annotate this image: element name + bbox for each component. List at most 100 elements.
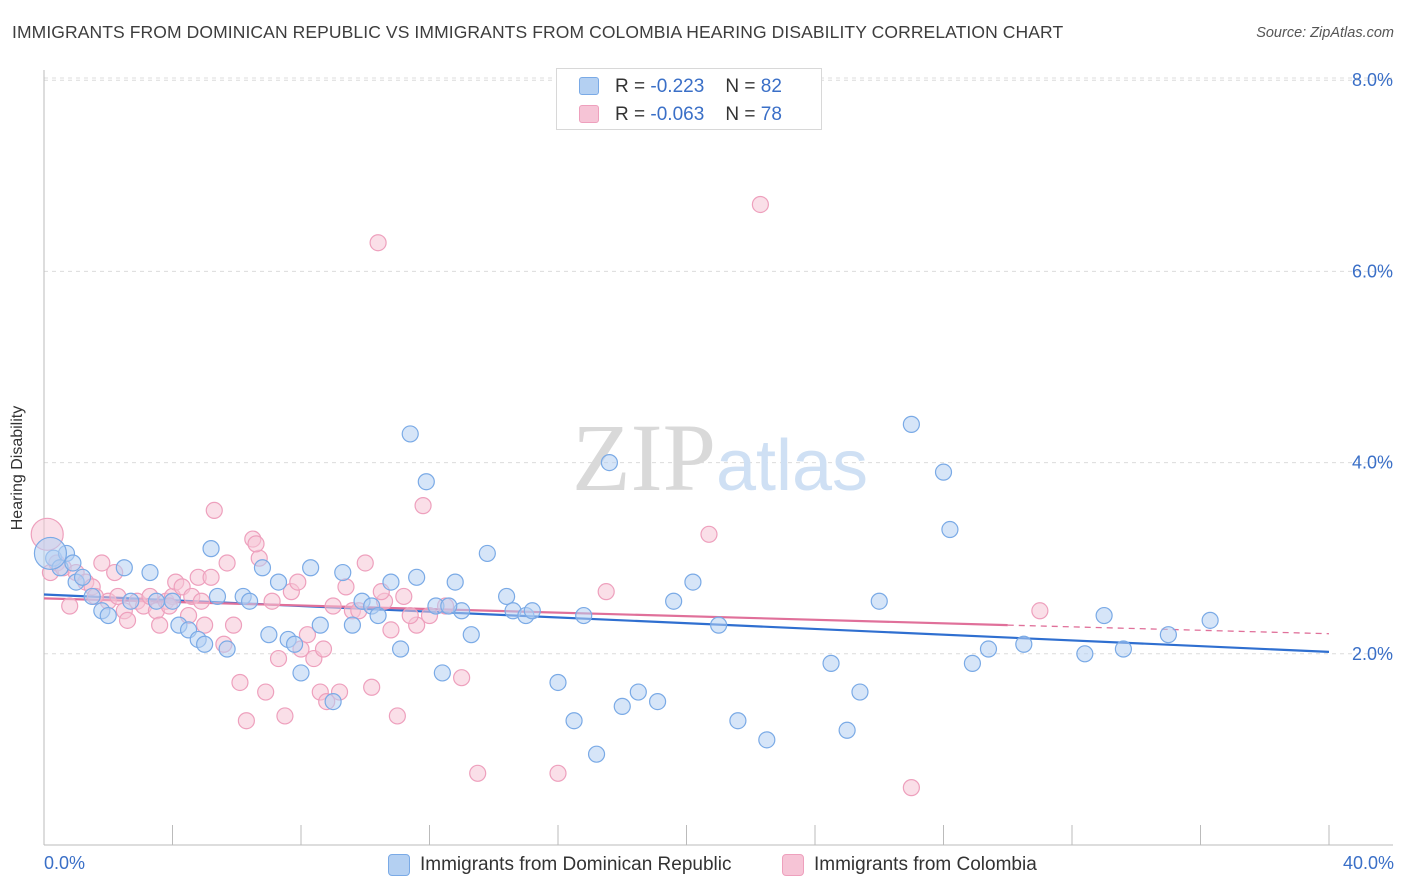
dominican-point (141, 563, 159, 582)
dominican-point (324, 692, 342, 711)
legend-stats-dominican: R = -0.223 N = 82 (615, 76, 782, 97)
colombia-point (363, 678, 381, 696)
dominican-point (710, 616, 728, 634)
legend-box: R = -0.223 N = 82 R = -0.063 N = 78 (556, 68, 822, 130)
dominican-point (64, 554, 82, 572)
dominican-point (851, 683, 869, 701)
watermark: ZIPatlas (572, 404, 868, 511)
dominican-point (684, 573, 702, 591)
colombia-point (356, 554, 374, 572)
x-tick-label-min: 0.0% (44, 853, 86, 873)
dominican-point (334, 563, 352, 582)
dominican-point (382, 573, 400, 591)
dominican-point (838, 721, 856, 739)
legend-stats-colombia: R = -0.063 N = 78 (615, 104, 782, 125)
colombia-point (118, 611, 137, 629)
dominican-point (1095, 606, 1113, 625)
colombia-point (298, 626, 317, 644)
colombia-point (289, 573, 307, 591)
colombia-point (205, 501, 223, 519)
colombia-point (395, 587, 413, 606)
colombia-point (61, 597, 79, 615)
bottom-legend-swatch-dominican (388, 854, 410, 876)
dominican-point (963, 654, 982, 672)
colombia-point (93, 554, 111, 572)
colombia-point (202, 568, 220, 586)
y-tick-label-6: 6.0% (1352, 261, 1393, 281)
colombia-point (751, 195, 769, 214)
dominican-point (202, 540, 220, 558)
colombia-point (453, 669, 471, 687)
dominican-point (478, 544, 496, 563)
dominican-point (417, 473, 435, 491)
dominican-point (565, 712, 583, 730)
dominican-point (401, 425, 419, 443)
dominican-point (1015, 635, 1033, 653)
dominican-point (587, 745, 606, 763)
colombia-point (276, 707, 294, 725)
dominican-point (369, 606, 387, 625)
dominican-point (665, 592, 683, 610)
dominican-point (758, 731, 776, 749)
colombia-point (369, 234, 387, 252)
dominican-point (549, 673, 567, 692)
dominican-point (147, 592, 166, 610)
colombia-point (196, 616, 214, 634)
colombia-point (700, 525, 718, 543)
dominican-point (208, 587, 227, 606)
dominican-point (196, 635, 214, 653)
colombia-point (401, 606, 419, 625)
y-tick-labels: 2.0% 4.0% 6.0% 8.0% (1352, 70, 1393, 664)
bottom-legend-label-colombia: Immigrants from Colombia (814, 854, 1037, 875)
dominican-point (253, 559, 272, 577)
chart-title: IMMIGRANTS FROM DOMINICAN REPUBLIC VS IM… (12, 22, 1064, 42)
dominican-point (1159, 626, 1177, 644)
dominican-point (285, 635, 304, 653)
colombia-point (337, 578, 355, 596)
chart-source: Source: ZipAtlas.com (1256, 25, 1394, 41)
points-layer (30, 195, 1219, 797)
colombia-point (414, 497, 432, 515)
watermark-zip: ZIP (572, 404, 716, 511)
dominican-point (729, 712, 747, 730)
colombia-point (1031, 602, 1049, 620)
colombia-point (549, 764, 567, 782)
dominican-point (523, 602, 541, 620)
dominican-point (408, 568, 426, 586)
dominican-point (83, 587, 101, 606)
colombia-point (314, 640, 333, 658)
colombia-point (597, 583, 615, 601)
colombia-point (237, 712, 255, 730)
y-tick-label-4: 4.0% (1352, 453, 1393, 473)
colombia-point (469, 764, 487, 782)
colombia-point (269, 649, 288, 668)
dominican-point (870, 592, 888, 610)
dominican-point (1201, 611, 1219, 629)
y-tick-label-2: 2.0% (1352, 644, 1393, 664)
colombia-point (192, 592, 211, 610)
colombia-point (151, 616, 169, 634)
dominican-point (941, 520, 959, 539)
dominican-point (269, 573, 288, 591)
y-tick-label-8: 8.0% (1352, 70, 1393, 90)
dominican-point (343, 616, 361, 634)
dominican-point (99, 606, 117, 625)
colombia-point (902, 779, 920, 797)
legend-swatch-colombia (579, 105, 599, 123)
dominican-point (292, 664, 310, 682)
colombia-point (247, 535, 265, 553)
colombia-point (263, 592, 281, 610)
dominican-point (613, 697, 631, 715)
dominican-point (575, 606, 593, 625)
x-tick-label-max: 40.0% (1342, 853, 1394, 873)
gridlines (44, 77, 1393, 655)
bottom-legend: Immigrants from Dominican Republic Immig… (0, 853, 1406, 877)
legend-swatch-dominican (579, 77, 599, 95)
dominican-point (115, 559, 133, 577)
bottom-legend-swatch-colombia (782, 854, 804, 876)
axes (43, 70, 1393, 846)
dominican-point (311, 616, 329, 634)
dominican-point (218, 640, 236, 658)
dominican-point (33, 536, 68, 571)
dominican-point (122, 592, 140, 610)
